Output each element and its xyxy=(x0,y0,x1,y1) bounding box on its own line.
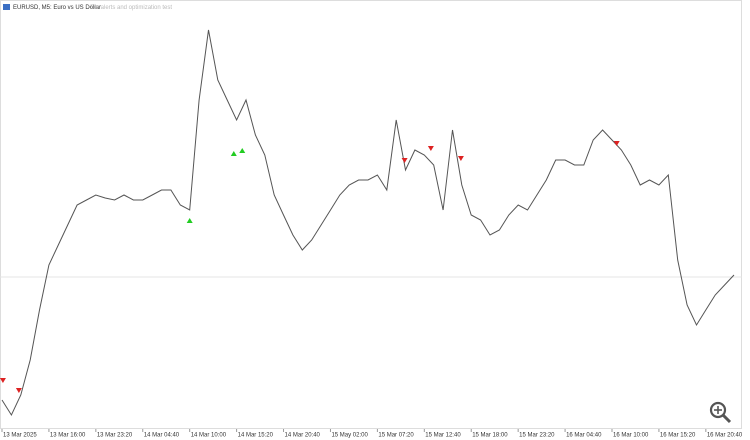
sell-arrow xyxy=(15,388,22,393)
x-tick-label: 14 Mar 10:00 xyxy=(191,433,227,439)
x-tick-label: 14 Mar 04:40 xyxy=(144,433,180,439)
zoom-icon[interactable] xyxy=(709,401,732,424)
x-tick-label: 14 Mar 15:20 xyxy=(238,433,274,439)
buy-arrow xyxy=(239,148,246,153)
x-tick-label: 13 Mar 2025 xyxy=(3,433,37,439)
x-tick-label: 16 Mar 20:40 xyxy=(707,433,743,439)
x-tick-label: 13 Mar 16:00 xyxy=(50,433,86,439)
x-tick-label: 14 Mar 20:40 xyxy=(285,433,321,439)
x-tick-label: 15 Mar 23:20 xyxy=(519,433,555,439)
chart-title: EURUSD, M5: Euro vs US Dollar xyxy=(13,5,101,11)
x-tick-label: 13 Mar 23:20 xyxy=(97,433,133,439)
chart-subtitle: For alerts and optimization test xyxy=(90,5,172,11)
x-tick-label: 15 Mar 12:40 xyxy=(425,433,461,439)
sell-arrow xyxy=(0,378,6,383)
symbol-icon xyxy=(3,4,10,10)
x-tick-label: 15 Mar 07:20 xyxy=(378,433,414,439)
sell-arrow xyxy=(613,141,620,146)
buy-arrow xyxy=(230,151,237,156)
x-tick-label: 15 Mar 18:00 xyxy=(472,433,508,439)
x-tick-label: 16 Mar 15:20 xyxy=(660,433,696,439)
plot-frame xyxy=(0,0,742,429)
x-tick-label: 16 Mar 10:00 xyxy=(613,433,649,439)
sell-arrow xyxy=(427,146,434,151)
buy-arrow xyxy=(186,218,193,223)
x-tick-label: 15 May 02:00 xyxy=(331,433,368,439)
sell-arrow xyxy=(457,156,464,161)
sell-arrow xyxy=(401,158,408,163)
price-line xyxy=(1,29,735,417)
x-tick-label: 16 Mar 04:40 xyxy=(566,433,602,439)
